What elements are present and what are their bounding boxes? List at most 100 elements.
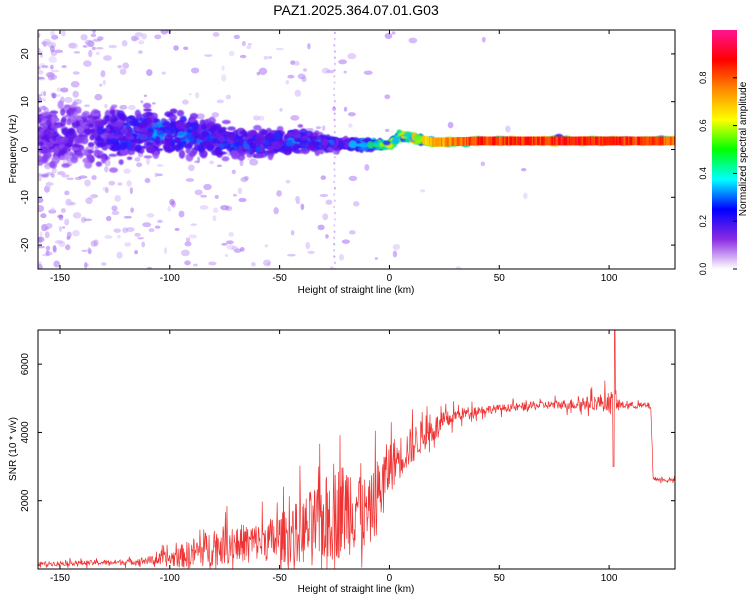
spectrogram-cell [41,65,49,69]
spectrogram-cell [80,116,87,120]
spectrogram-cell [154,135,161,145]
spectrogram-cell [363,70,373,75]
spectrogram-cell [639,136,643,146]
spectrogram-cell [456,137,460,146]
colorbar-tick-label: 0.0 [698,263,708,276]
spectrogram-cell [214,194,219,199]
spectrogram-cell [45,71,55,78]
spectrogram-cell [143,94,148,98]
spectrogram-cell [90,33,97,38]
spectrogram-cell [434,137,437,147]
spectrogram-cell [194,189,203,196]
spectrogram-cell [178,210,185,218]
spectrogram-cell [385,128,390,133]
chart-title: PAZ1.2025.364.07.01.G03 [273,2,439,18]
spectrogram-cell [576,136,579,146]
spectrogram-cell [64,218,70,226]
spectrogram-cell [109,138,119,143]
spectrogram-cell [191,121,197,130]
spectrogram-cell [49,110,59,115]
spectrogram-cell [392,137,400,145]
spectrogram-cell [496,136,499,146]
spectrogram-cell [444,137,448,147]
spectrogram-cell [99,83,103,87]
spectrogram-cell [384,94,391,100]
spectrogram-cell [547,136,550,146]
spectrogram-cell [44,164,50,168]
spectrogram-cell [188,92,192,96]
spectrogram-cell [591,136,594,146]
spectrogram-cell [612,136,615,146]
spectrogram-cell [146,69,153,77]
spectrogram-cell [146,158,150,165]
spectrogram-cell [423,135,427,145]
spectrogram-cell [212,32,220,37]
spectrogram-cell [322,213,329,221]
spectrogram-cell [347,112,356,117]
spectrogram-cell [489,136,493,146]
spectrogram-cell [552,136,556,146]
spectrogram-cell [525,136,528,146]
spectrogram-cell [333,162,336,165]
spectrogram-cell [249,151,255,156]
spectrogram-cell [500,136,503,146]
spectrogram-cell [190,223,197,226]
spectrogram-cell [230,150,239,158]
spectrogram-cell [519,136,523,146]
spectrogram-cell [62,158,68,165]
spectrogram-cell [182,99,189,105]
spectrogram-cell [276,190,282,197]
spectrogram-cell [116,110,126,120]
spectrogram-cell [84,179,91,187]
spectrogram-cell [51,92,57,99]
spectrogram-cell [263,55,269,60]
spectrogram-cell [88,248,92,255]
spectrogram-cell [49,45,55,53]
spectrogram-cell [480,136,483,146]
spectrogram-cell [210,125,217,131]
spectrogram-cell [663,136,666,146]
spectrogram-cell [174,137,182,143]
spectrogram-cell [333,50,336,53]
spectrogram-cell [585,136,589,146]
spectrogram-cell [134,32,143,37]
spectrogram-cell [52,244,57,253]
colorbar-tick-label: 0.6 [698,119,708,132]
spectrogram-cell [294,89,302,97]
spectrogram-cell [488,136,491,146]
spectrogram-cell [218,151,227,155]
spectrogram-cell [175,121,184,130]
spectrogram-cell [439,137,442,147]
spectrogram-cell [111,210,120,216]
spectrogram-cell [329,139,335,146]
spectrogram-cell [546,136,549,146]
spectrogram-cell [333,130,336,134]
spectrogram-cell [188,234,198,239]
spectrogram-cell [333,112,336,115]
spectrogram-cell [38,155,44,163]
x-tick-label: 50 [494,273,506,284]
spectrogram-cell [302,68,307,72]
spectrogram-cell [246,45,252,50]
spectrogram-cell [509,136,512,146]
spectrogram-cell [645,136,648,146]
spectrogram-cell [275,47,284,51]
spectrogram-cell [166,134,173,138]
spectrogram-cell [60,87,69,93]
spectrogram-cell [272,131,282,141]
spectrogram-cell [633,136,636,146]
x-tick-label: 50 [494,573,506,584]
spectrogram-cell [123,215,133,219]
spectrogram-cell [185,237,191,242]
y-tick-label: 10 [20,96,31,108]
colorbar-gradient [712,30,737,269]
spectrogram-cell [621,136,624,146]
spectrogram-cell [420,189,426,193]
spectrogram-cell [597,136,601,146]
spectrogram-cell [595,136,598,146]
spectrogram-cell [543,136,547,146]
x-tick-label: 100 [601,273,618,284]
spectrogram-cell [221,74,227,82]
spectrogram-cell [497,136,500,146]
